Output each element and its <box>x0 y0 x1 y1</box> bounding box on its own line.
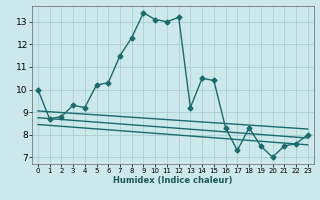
X-axis label: Humidex (Indice chaleur): Humidex (Indice chaleur) <box>113 176 233 185</box>
